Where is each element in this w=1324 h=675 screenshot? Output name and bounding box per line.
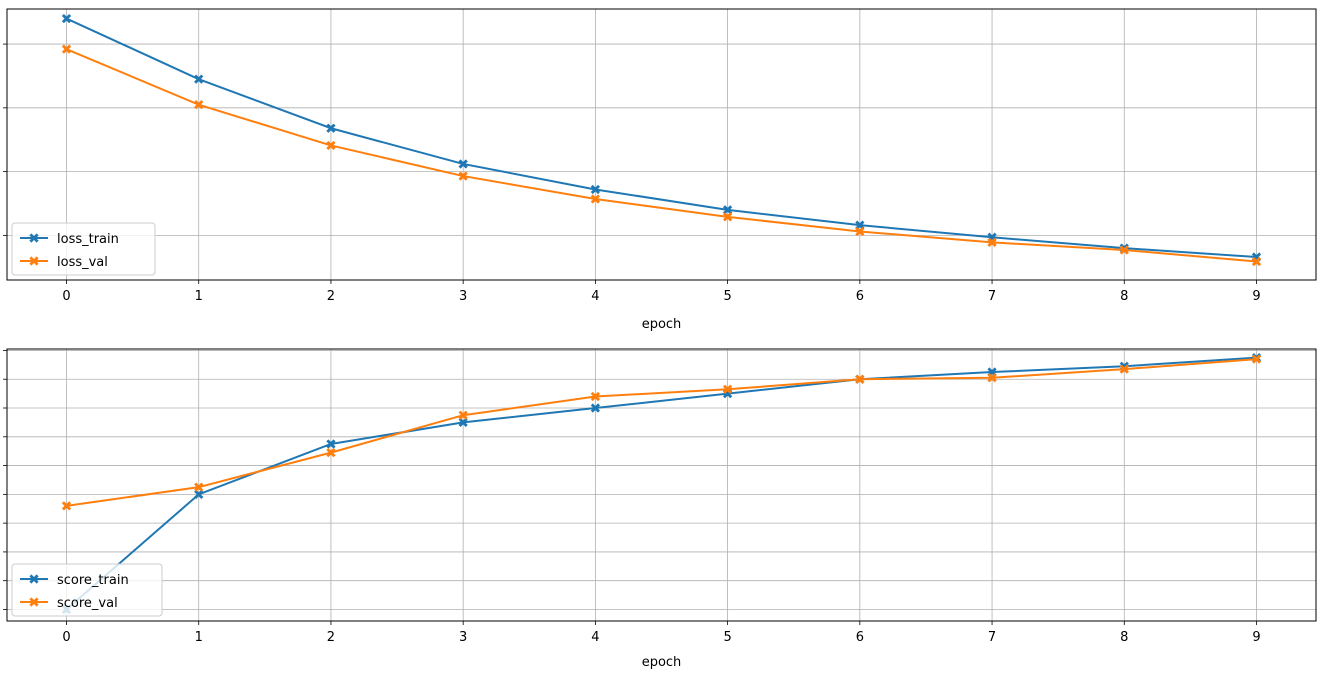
score_val-point — [722, 384, 733, 394]
loss-xtick-label: 2 — [327, 289, 335, 304]
loss-xtick-label: 4 — [591, 289, 599, 304]
score_train-point — [194, 489, 204, 499]
loss_val-point — [194, 100, 204, 110]
score-xtick-label: 6 — [856, 630, 864, 645]
loss_val-line — [66, 48, 1257, 263]
loss_train-point — [326, 123, 336, 133]
loss_train-line — [66, 17, 1257, 259]
loss-xtick-label: 3 — [459, 289, 467, 304]
loss_train-point — [590, 184, 601, 195]
score_val-point — [194, 482, 204, 492]
score-xtick-label: 0 — [62, 630, 70, 645]
score_val-point — [326, 447, 336, 458]
score_val-point — [855, 374, 865, 384]
score_val-point — [61, 501, 72, 511]
score-xtick-label: 1 — [195, 630, 203, 645]
score-xtick-label: 8 — [1120, 630, 1128, 645]
score_train-legend-label: score_train — [57, 573, 129, 588]
loss_val-legend-marker — [29, 256, 39, 266]
loss-axes-frame — [6, 8, 1317, 281]
loss_train-point — [722, 205, 733, 215]
score-xtick-label: 7 — [988, 630, 996, 645]
loss-xtick-label: 1 — [195, 289, 203, 304]
score_train-point — [458, 417, 468, 428]
score_val-legend-label: score_val — [57, 596, 118, 611]
score-xaxis-label: epoch — [642, 655, 682, 670]
score_val-point — [1119, 364, 1129, 374]
score_val-legend-marker — [29, 597, 39, 607]
score-axes-frame — [6, 348, 1317, 622]
loss_val-legend-label: loss_val — [57, 255, 108, 270]
score_val-point — [590, 391, 601, 402]
loss-xtick-label: 5 — [723, 289, 731, 304]
score-legend: score_train score_val — [11, 563, 163, 617]
score-xtick-label: 2 — [327, 630, 335, 645]
score_train-legend-marker — [29, 574, 39, 584]
loss_train-legend-label: loss_train — [57, 232, 119, 247]
loss_val-point — [987, 237, 997, 248]
loss_val-point — [1251, 256, 1262, 267]
loss-xtick-label: 8 — [1120, 289, 1128, 304]
score-xtick-label: 9 — [1252, 630, 1260, 645]
score_train-point — [590, 403, 601, 413]
loss_train-point — [194, 74, 204, 84]
score-chart: 0 1 2 3 4 5 6 7 8 9 epoch score_train score_val — [3, 348, 1317, 670]
loss-xaxis-label: epoch — [642, 317, 682, 332]
score-xtick-label: 5 — [723, 630, 731, 645]
loss_val-point — [61, 44, 72, 54]
loss_val-point — [458, 171, 468, 181]
loss_train-legend-marker — [29, 233, 39, 243]
score-legend-box — [11, 563, 163, 617]
loss_val-point — [326, 140, 336, 151]
score_val-point — [458, 410, 468, 420]
loss_train-point — [61, 13, 72, 24]
score-xtick-label: 4 — [591, 630, 599, 645]
loss_train-point — [855, 220, 865, 230]
loss_val-point — [1119, 245, 1129, 255]
score_val-point — [987, 373, 997, 383]
loss_val-point — [722, 212, 733, 222]
score-xtick-label: 3 — [459, 630, 467, 645]
loss-xtick-label: 6 — [856, 289, 864, 304]
score_train-point — [326, 439, 336, 449]
loss-xtick-label: 0 — [62, 289, 70, 304]
loss-legend: loss_train loss_val — [11, 222, 156, 276]
score_train-line — [65, 356, 1257, 611]
loss_val-point — [855, 226, 865, 237]
loss_val-point — [590, 194, 601, 204]
score_val-line — [66, 358, 1257, 507]
loss_train-point — [458, 159, 468, 169]
loss-chart: 0 1 2 3 4 5 6 7 8 9 epoch loss_train loss_val — [3, 8, 1317, 332]
score_val-point — [1251, 354, 1262, 364]
loss-xtick-label: 9 — [1252, 289, 1260, 304]
loss-xtick-label: 7 — [988, 289, 996, 304]
